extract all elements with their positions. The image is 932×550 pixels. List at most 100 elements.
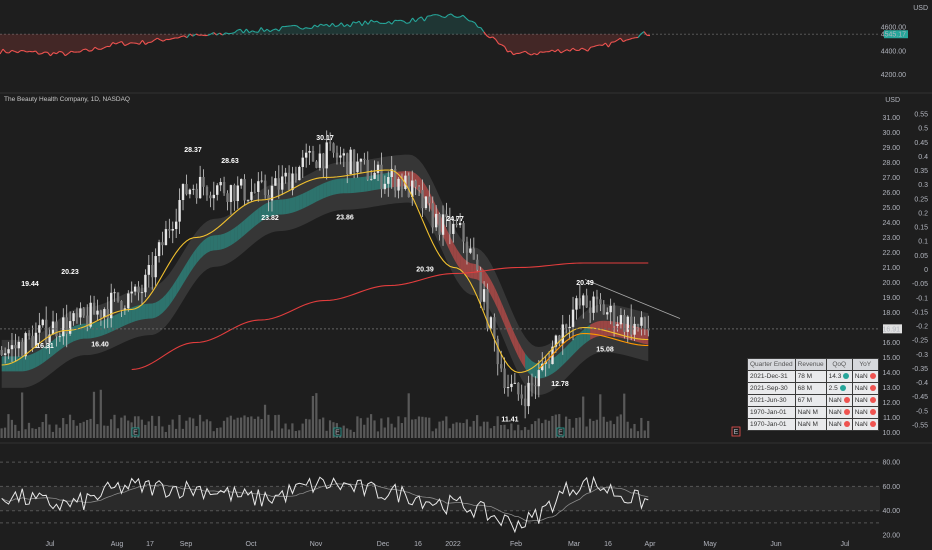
candle-body bbox=[411, 180, 414, 197]
ribbon-segment bbox=[340, 178, 344, 194]
earnings-marker-label: E bbox=[335, 430, 340, 437]
ribbon-segment bbox=[508, 318, 512, 342]
candle-body bbox=[7, 349, 10, 354]
cell-yoy: NaN bbox=[851, 370, 879, 383]
ribbon-segment bbox=[295, 195, 300, 212]
earnings-marker-box[interactable] bbox=[131, 427, 140, 437]
top-index-segment bbox=[403, 20, 407, 24]
top-index-segment bbox=[623, 39, 627, 43]
volume-bar bbox=[246, 417, 250, 438]
candle-body bbox=[140, 292, 144, 294]
top-index-segment bbox=[38, 53, 42, 55]
top-index-segment bbox=[442, 16, 446, 19]
volume-bar bbox=[308, 419, 311, 438]
volume-bar bbox=[602, 416, 605, 438]
ribbon-segment bbox=[644, 328, 649, 345]
top-index-segment bbox=[272, 28, 277, 31]
candle-body bbox=[322, 153, 325, 169]
volume-bar bbox=[537, 418, 540, 438]
candle-body bbox=[455, 223, 458, 226]
volume-bar bbox=[17, 430, 20, 438]
ribbon-segment bbox=[227, 230, 231, 248]
ribbon-segment bbox=[90, 322, 95, 339]
candle-body bbox=[82, 308, 86, 316]
top-index-segment bbox=[581, 47, 585, 50]
candle-body bbox=[595, 296, 599, 300]
volume-bar bbox=[257, 416, 260, 438]
volume-bar bbox=[68, 414, 72, 438]
ribbon-segment bbox=[289, 197, 293, 214]
candle-body bbox=[181, 184, 185, 201]
ribbon-segment bbox=[364, 176, 368, 192]
upcoming-earnings-box[interactable] bbox=[731, 426, 741, 437]
top-index-segment bbox=[480, 27, 485, 33]
quarter-revenue-table: Quarter Ended Revenue QoQ YoY 2021-Dec-3… bbox=[747, 358, 879, 431]
top-index-segment bbox=[47, 51, 51, 57]
top-index-segment bbox=[85, 48, 90, 52]
volume-bar bbox=[137, 416, 140, 438]
candle-body bbox=[178, 200, 181, 222]
volume-bar bbox=[181, 428, 185, 438]
volume-bar bbox=[157, 416, 161, 438]
price-annotation: 19.44 bbox=[21, 281, 39, 288]
candle-body bbox=[342, 153, 346, 156]
volume-bar bbox=[397, 416, 400, 438]
candle-body bbox=[592, 296, 595, 313]
qoq-status-icon bbox=[843, 373, 850, 380]
price-annotation: 20.49 bbox=[576, 280, 594, 287]
candle-body bbox=[72, 313, 75, 322]
volume-bar bbox=[428, 417, 431, 438]
aux-axis-tick: -0.1 bbox=[916, 295, 928, 302]
candle-body bbox=[349, 149, 352, 175]
volume-bar bbox=[62, 418, 65, 438]
candle-body bbox=[626, 316, 629, 332]
volume-bar bbox=[431, 431, 434, 438]
yoy-value: NaN bbox=[854, 397, 868, 404]
volume-bar bbox=[34, 428, 37, 438]
volume-bar bbox=[82, 421, 85, 438]
candle-body bbox=[352, 149, 356, 173]
ribbon-segment bbox=[569, 339, 574, 359]
price-annotation: 16.40 bbox=[91, 342, 109, 349]
top-currency: USD bbox=[913, 5, 928, 12]
candle-body bbox=[14, 345, 17, 349]
candle-body bbox=[239, 179, 243, 186]
volume-bar bbox=[219, 427, 222, 438]
ribbon-segment bbox=[169, 285, 173, 306]
volume-bar bbox=[274, 415, 277, 438]
earnings-marker-box[interactable] bbox=[333, 427, 342, 437]
top-index-segment bbox=[231, 32, 235, 34]
top-index-segment bbox=[373, 20, 378, 23]
volume-bar bbox=[476, 415, 479, 438]
cell-yoy: NaN bbox=[851, 406, 879, 419]
volume-bar bbox=[304, 418, 308, 438]
candle-body bbox=[133, 286, 137, 292]
top-index-segment bbox=[560, 50, 565, 54]
candle-body bbox=[185, 184, 188, 195]
candle-body bbox=[41, 319, 44, 326]
candle-body bbox=[68, 321, 72, 334]
candle-body bbox=[51, 321, 55, 335]
candle-body bbox=[448, 216, 452, 234]
candle-body bbox=[318, 153, 322, 168]
table-row: 2021-Sep-30 68 M 2.5 NaN bbox=[747, 382, 879, 395]
candle-body bbox=[520, 394, 523, 399]
top-index-segment bbox=[242, 28, 247, 34]
candle-body bbox=[99, 310, 103, 318]
candle-body bbox=[171, 229, 174, 231]
candle-body bbox=[92, 302, 96, 315]
ribbon-segment bbox=[466, 261, 471, 279]
top-index-segment bbox=[260, 27, 265, 32]
top-index-segment bbox=[23, 50, 27, 53]
candle-body bbox=[222, 182, 226, 194]
ribbon-segment bbox=[333, 178, 337, 195]
candle-body bbox=[294, 173, 298, 181]
top-index-segment bbox=[619, 37, 624, 43]
volume-bar bbox=[174, 428, 178, 438]
top-index-segment bbox=[317, 23, 321, 28]
price-axis-tick: 13.00 bbox=[882, 385, 900, 392]
ribbon-segment bbox=[18, 356, 23, 372]
time-axis-label: Feb bbox=[510, 541, 522, 548]
earnings-marker-box[interactable] bbox=[556, 427, 565, 437]
